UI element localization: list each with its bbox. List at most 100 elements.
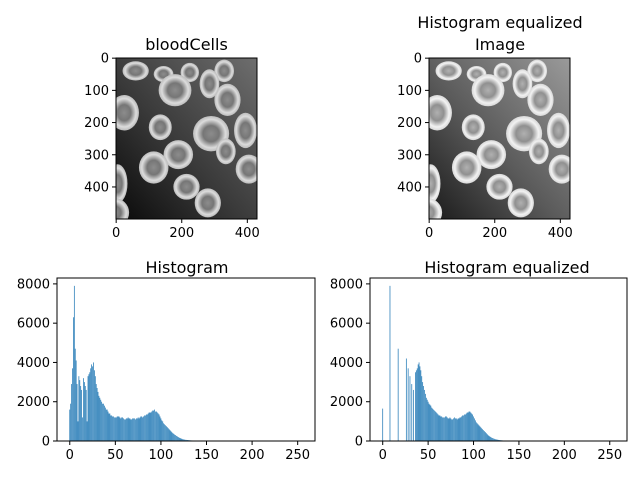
histogram-bar (459, 417, 461, 441)
y-tick-label: 0 (414, 52, 422, 67)
blood-cell (116, 198, 130, 219)
x-tick-label: 100 (461, 448, 486, 463)
blood-cell (529, 138, 549, 165)
blood-cell (429, 95, 452, 131)
x-tick-label: 200 (552, 448, 577, 463)
x-tick-label: 50 (420, 448, 437, 463)
histogram-bar (161, 420, 163, 441)
panel-title: Histogram equalized (424, 258, 590, 277)
y-tick-label: 300 (397, 148, 422, 163)
x-tick-label: 150 (507, 448, 532, 463)
y-tick-label: 100 (397, 84, 422, 99)
histogram-bar (162, 421, 164, 441)
histogram-bar (483, 430, 484, 441)
blood-cell (122, 61, 149, 81)
histogram-bar (426, 399, 428, 441)
histogram-bar (140, 416, 142, 441)
histogram-bar (440, 416, 442, 441)
histogram-bar (452, 419, 454, 441)
blood-cell (116, 164, 128, 203)
histogram-bar (164, 424, 165, 441)
histogram-bar (150, 412, 152, 441)
blood-cell (512, 69, 533, 99)
histogram-bar (165, 425, 166, 441)
histogram-bar (487, 435, 489, 441)
axes-frame (115, 57, 258, 220)
histogram-bar (178, 437, 180, 441)
histogram-bar (104, 407, 106, 441)
histogram-bar (157, 413, 159, 441)
histogram-bar (123, 418, 124, 441)
histogram-bar (441, 416, 443, 441)
histogram-bar (438, 415, 440, 441)
histogram-bar (121, 417, 123, 441)
histogram-bar (445, 416, 446, 441)
histogram-bar (103, 403, 104, 441)
histogram-bar (382, 408, 384, 441)
histogram-bar (186, 439, 187, 441)
histogram-bar (458, 418, 460, 441)
histogram-bar (176, 436, 178, 441)
histogram-bar (422, 382, 424, 441)
histogram-bar (93, 362, 94, 441)
x-tick-label: 0 (425, 226, 433, 241)
histogram-bar (117, 416, 119, 441)
x-tick-label: 100 (149, 448, 174, 463)
histogram-bar (145, 415, 146, 441)
histogram-bar (462, 415, 463, 441)
histogram-bar (151, 411, 153, 441)
histogram-bar (156, 411, 157, 441)
histogram-bar (108, 413, 110, 441)
x-tick-label: 150 (194, 448, 219, 463)
histogram-bar (101, 401, 103, 441)
blood-cell (476, 140, 507, 170)
histogram-bar (436, 413, 438, 441)
histogram-bar (425, 393, 426, 441)
histogram-bar (179, 438, 181, 441)
histogram-bar (159, 416, 161, 441)
histogram-bar (120, 418, 122, 441)
histogram-bar (421, 376, 423, 441)
histogram-bar (494, 438, 495, 441)
histogram-bar (69, 409, 71, 441)
histogram-bar (81, 389, 82, 441)
y-tick-label: 2000 (17, 395, 50, 410)
histogram-bar (114, 417, 115, 441)
y-tick-label: 400 (397, 180, 422, 195)
histogram-bar (145, 414, 147, 441)
histogram-bar (147, 413, 149, 441)
histogram-bar (476, 423, 478, 441)
histogram-bar (466, 412, 468, 441)
histogram-bar (83, 382, 85, 441)
blood-cell (180, 62, 199, 83)
x-tick-label: 400 (548, 226, 573, 241)
histogram-bar (73, 285, 75, 441)
histogram-bar (74, 348, 76, 441)
histogram-bar (451, 419, 453, 441)
histogram-bar (137, 417, 139, 441)
histogram-bar (488, 435, 490, 441)
x-tick-label: 400 (235, 226, 260, 241)
histogram-bar (411, 384, 413, 441)
histogram-bar (494, 439, 496, 441)
histogram-bar (135, 418, 137, 441)
histogram-bar (118, 416, 120, 441)
histogram-bar (107, 411, 109, 441)
histogram-bar (138, 418, 140, 441)
histogram-bar (182, 439, 184, 441)
x-tick-label: 50 (107, 448, 124, 463)
y-tick-label: 6000 (17, 317, 50, 332)
histogram-bar (185, 439, 186, 441)
y-tick-label: 8000 (17, 277, 50, 292)
histogram-bar (134, 418, 135, 441)
histogram-bar (85, 389, 87, 441)
histogram-bar (424, 389, 425, 441)
histogram-bar (176, 435, 177, 441)
histogram-bar (167, 428, 169, 441)
histogram-bar (486, 434, 488, 441)
x-tick-label: 200 (169, 226, 194, 241)
histogram-bar (472, 414, 473, 441)
histogram-equalized-plot: 0 50 100 150 200 250 0 2000 4000 6000 8000 (330, 277, 628, 463)
blood-cell (234, 112, 257, 149)
histogram-bar (76, 384, 78, 441)
